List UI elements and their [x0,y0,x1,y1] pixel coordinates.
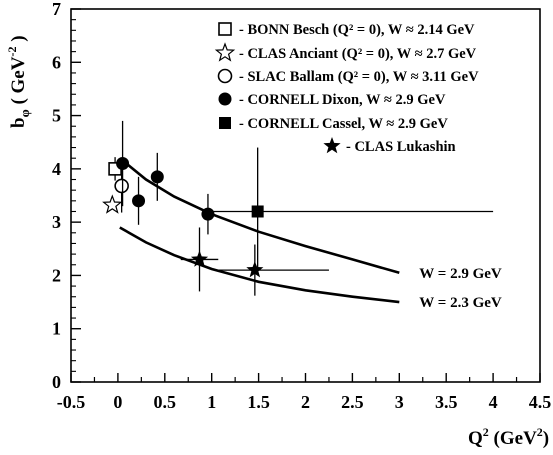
x-tick-label: 3.5 [435,392,458,412]
y-tick-label: 5 [52,106,61,126]
y-tick-label: 1 [52,319,61,339]
data-point [190,250,209,267]
legend-label: - CORNELL Dixon, W ≈ 2.9 GeV [239,92,446,108]
legend-marker [218,92,232,106]
y-tick-label: 4 [52,159,61,179]
legend-marker [218,22,232,36]
model-curve [118,157,400,275]
x-tick-label: 4.5 [529,392,552,412]
legend-marker [219,117,231,129]
y-tick-label: 0 [52,372,61,392]
x-tick-label: 0 [113,392,122,412]
data-points [102,120,494,296]
legend-marker [323,137,341,154]
model-curve [119,226,400,304]
y-axis-title: bφ ( GeV-2 ) [5,35,32,128]
legend-label: - BONN Besch (Q² = 0), W ≈ 2.14 GeV [239,22,475,38]
model-curves: W = 2.9 GeV W = 2.3 GeV [118,157,502,311]
data-point [116,157,130,171]
legend-marker [217,68,233,84]
y-tick-label: 6 [52,52,61,72]
x-tick-label: 3 [395,392,404,412]
x-tick-label: 2.5 [341,392,364,412]
curve-label: W = 2.3 GeV [419,295,502,311]
x-tick-label: 4 [489,392,498,412]
data-point [102,194,123,214]
legend-label: - CORNELL Cassel, W ≈ 2.9 GeV [239,116,448,132]
data-point [246,261,264,278]
x-axis-title: Q2 (GeV2) [468,425,549,449]
x-tick-label: 1.5 [247,392,270,412]
data-point [132,194,146,208]
x-tick-label: -0.5 [57,392,86,412]
data-point [150,170,164,184]
x-tick-label: 0.5 [154,392,177,412]
legend: - BONN Besch (Q² = 0), W ≈ 2.14 GeV - CLA… [214,22,479,155]
y-tick-label: 7 [52,0,61,19]
curve-label: W = 2.9 GeV [419,266,502,282]
data-point [201,207,215,221]
x-tick-label: 2 [301,392,310,412]
legend-marker [214,42,236,62]
data-point [251,205,264,218]
legend-label: - CLAS Anciant (Q² = 0), W ≈ 2.7 GeV [239,46,477,62]
y-tick-label: 2 [52,265,61,285]
y-tick-label: 3 [52,212,61,232]
legend-label: - CLAS Lukashin [346,139,456,155]
legend-label: - SLAC Ballam (Q² = 0), W ≈ 3.11 GeV [239,69,479,85]
x-tick-label: 1 [207,392,216,412]
data-point [114,178,129,194]
